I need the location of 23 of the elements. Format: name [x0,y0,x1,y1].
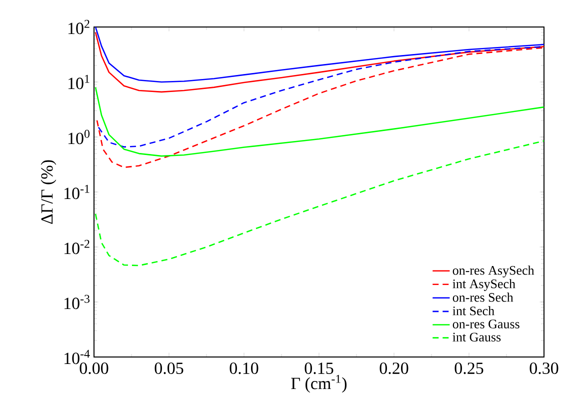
y-tick-label: 10$^{2}$ [68,20,90,34]
x-tick-label: 0.10 [230,362,258,374]
legend-label: on-res Gauss [452,320,520,328]
legend-label: on-res AsySech [452,266,534,278]
x-tick-label: 0.00 [80,362,108,374]
line-series [94,86,544,157]
y-axis-title: ΔΓ/Γ (%) [40,160,56,224]
y-tick-label: 10$^{-2}$ [64,240,90,254]
legend-label: on-res Sech [452,292,514,302]
x-tick-label: 0.25 [454,362,484,374]
x-tick-label: 0.15 [304,362,334,374]
x-tick-label: 0.20 [380,362,408,374]
legend-label: int Gauss [452,332,501,342]
x-tick-label: 0.30 [530,362,558,374]
legend-label: int AsySech [452,279,516,291]
y-tick-label: 10$^{0}$ [68,130,90,144]
legend-label: int Sech [452,306,494,316]
x-axis-title: Γ (cm$^{-1}$) [291,374,347,393]
y-tick-label: 10$^{-3}$ [64,294,90,310]
x-tick-label: 0.05 [154,362,184,374]
y-tick-label: 10$^{1}$ [68,74,90,90]
y-tick-label: 10$^{-1}$ [64,184,90,200]
line-series [94,140,544,266]
